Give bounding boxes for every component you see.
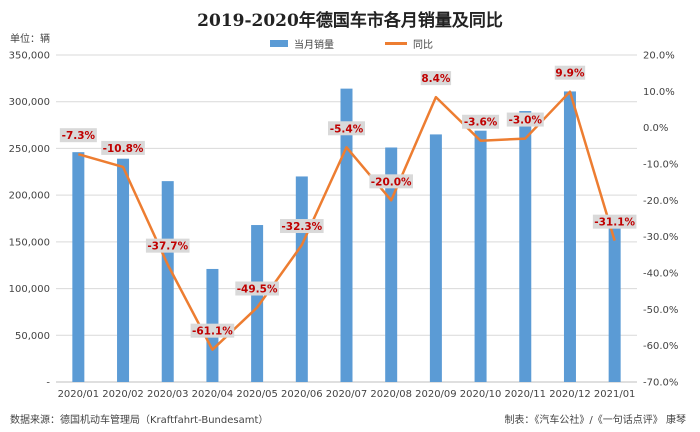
x-tick-label: 2021/01 <box>594 389 636 400</box>
x-tick-label: 2020/08 <box>370 389 412 400</box>
bar <box>340 88 353 383</box>
x-tick-label: 2020/07 <box>326 389 368 400</box>
legend-swatch-yoy <box>385 42 407 45</box>
bar <box>295 176 308 382</box>
data-label: -31.1% <box>594 217 635 229</box>
y-left-tick-label: 50,000 <box>15 331 50 342</box>
data-label-bg <box>190 323 235 338</box>
data-label-bg <box>369 174 413 189</box>
y-right-tick-label: 10.0% <box>643 87 675 98</box>
y-left-tick-label: 250,000 <box>9 144 50 155</box>
legend-item-sales: 当月销量 <box>270 36 334 51</box>
bar <box>251 225 264 382</box>
data-label-bg <box>420 71 452 86</box>
y-right-tick-label: -70.0% <box>643 378 678 389</box>
data-label-bg <box>59 128 97 143</box>
y-left-tick-label: 200,000 <box>9 191 50 202</box>
y-right-tick-label: -10.0% <box>643 160 678 171</box>
data-label: -32.3% <box>281 221 322 233</box>
y-right-tick-label: -60.0% <box>643 341 678 352</box>
x-tick-label: 2020/04 <box>192 389 234 400</box>
bar <box>72 152 85 382</box>
chart-title: 2019-2020年德国车市各月销量及同比 <box>197 11 503 31</box>
data-label-bg <box>145 238 190 253</box>
y-right-tick-label: -30.0% <box>643 232 678 243</box>
legend: 当月销量 同比 <box>0 36 700 52</box>
bar <box>161 181 174 382</box>
data-label-bg <box>328 121 365 136</box>
data-label-bg <box>592 214 637 229</box>
data-label: -3.0% <box>509 115 543 127</box>
bar <box>563 91 576 383</box>
y-left-tick-label: 150,000 <box>9 237 50 248</box>
x-tick-label: 2020/06 <box>281 389 323 400</box>
bar <box>385 147 398 382</box>
y-right-tick-label: -20.0% <box>643 196 678 207</box>
data-label: -49.5% <box>237 284 278 296</box>
data-label-bg <box>101 140 145 155</box>
x-tick-label: 2020/09 <box>415 389 457 400</box>
data-source: 数据来源：德国机动车管理局（Kraftfahrt-Bundesamt） <box>10 415 269 426</box>
y-right-tick-label: -50.0% <box>643 305 678 316</box>
x-tick-label: 2020/03 <box>147 389 189 400</box>
unit-label: 单位：辆 <box>10 34 50 45</box>
data-label-bg <box>506 112 544 127</box>
bar <box>474 130 487 382</box>
y-left-tick-label: - <box>46 378 50 389</box>
yoy-line <box>78 90 616 351</box>
bar <box>519 111 532 383</box>
data-label: 9.9% <box>555 68 585 80</box>
data-label: -37.7% <box>147 241 188 253</box>
y-left-tick-label: 100,000 <box>9 284 50 295</box>
x-tick-label: 2020/05 <box>236 389 278 400</box>
data-label: -20.0% <box>371 176 412 188</box>
data-label: -5.4% <box>330 123 364 135</box>
x-tick-label: 2020/01 <box>58 389 100 400</box>
legend-item-yoy: 同比 <box>385 36 433 51</box>
data-label: -10.8% <box>103 143 144 155</box>
bar <box>608 224 621 382</box>
data-label: -3.6% <box>464 117 498 129</box>
x-tick-label: 2020/11 <box>504 389 546 400</box>
legend-label-sales: 当月销量 <box>294 40 334 51</box>
data-label: -7.3% <box>62 130 96 142</box>
legend-swatch-sales <box>270 40 288 47</box>
x-tick-label: 2020/12 <box>549 389 591 400</box>
bar <box>429 134 442 382</box>
data-label: -61.1% <box>192 326 233 338</box>
data-label-bg <box>462 114 500 129</box>
data-label-bg <box>554 65 586 80</box>
x-tick-label: 2020/02 <box>102 389 144 400</box>
data-label-bg <box>235 281 279 296</box>
y-left-tick-label: 300,000 <box>9 97 50 108</box>
y-right-tick-label: -40.0% <box>643 269 678 280</box>
credit: 制表：《汽车公社》/《一句话点评》 康琴 <box>504 415 686 426</box>
data-label-bg <box>280 219 324 234</box>
data-label: 8.4% <box>421 73 451 85</box>
bar <box>117 158 130 382</box>
y-right-tick-label: 0.0% <box>643 123 668 134</box>
y-right-tick-label: 20.0% <box>643 51 675 62</box>
y-left-tick-label: 350,000 <box>9 51 50 62</box>
legend-label-yoy: 同比 <box>413 40 433 51</box>
x-tick-label: 2020/10 <box>460 389 502 400</box>
